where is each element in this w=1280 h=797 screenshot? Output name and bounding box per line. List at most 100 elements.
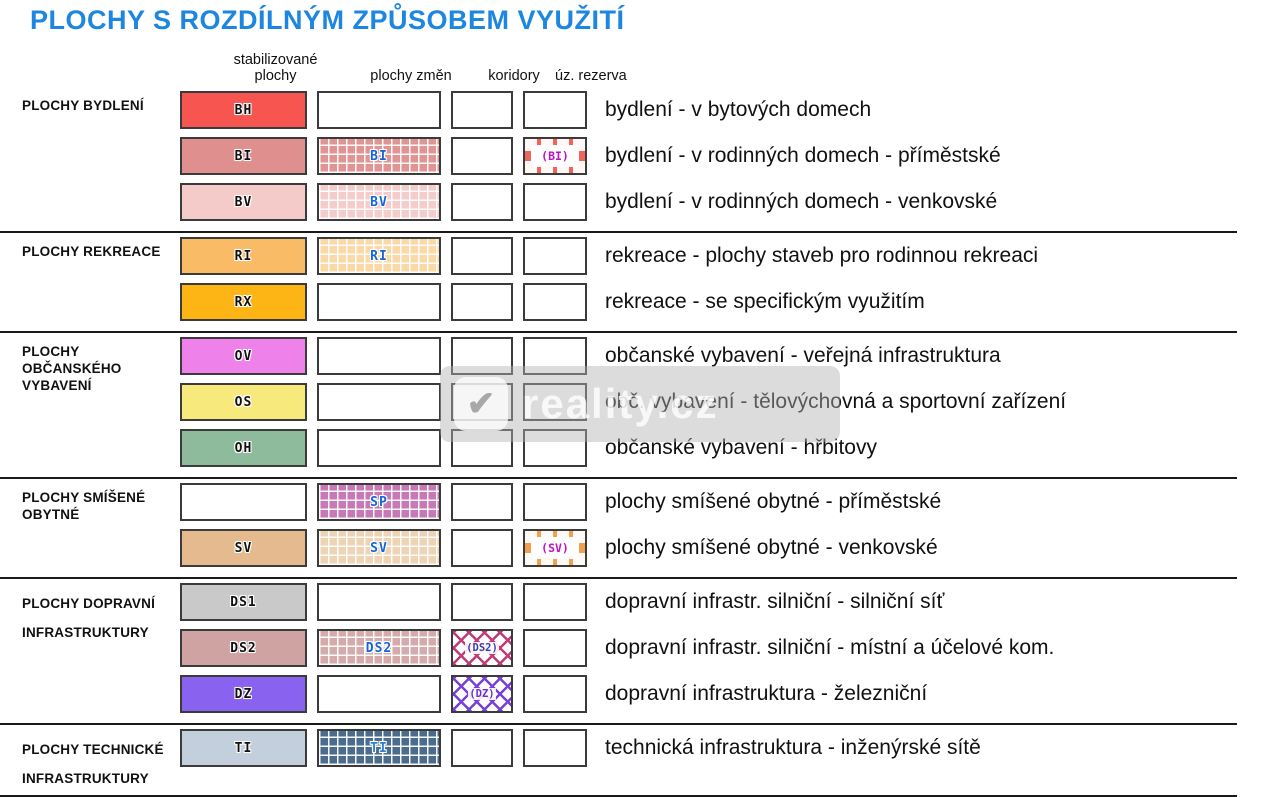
swatch-code-label: DZ <box>234 686 253 702</box>
swatch-code-label: BV <box>234 194 253 210</box>
row-description: dopravní infrastr. silniční - silniční s… <box>605 590 945 613</box>
swatch-reserve <box>523 675 587 713</box>
legend-row-bi: BI BI (BI) bydlení - v rodinných domech … <box>180 137 1237 175</box>
swatch-change <box>317 283 441 321</box>
swatch-reserve <box>523 91 587 129</box>
legend-row-bv: BV BV bydlení - v rodinných domech - ven… <box>180 183 1237 221</box>
swatch-code-label: BI <box>370 148 388 164</box>
swatch-stabilized: DS1 <box>180 583 307 621</box>
column-header-reserve: úz. rezerva <box>555 68 627 84</box>
swatch-stabilized: OV <box>180 337 307 375</box>
swatch-change <box>317 675 441 713</box>
legend-table: PLOCHY BYDLENÍ BH bydlení - v bytových d… <box>0 87 1237 797</box>
row-description: rekreace - plochy staveb pro rodinnou re… <box>605 244 1039 267</box>
legend-row-ti: TI TI technická infrastruktura - inženýr… <box>180 729 1237 767</box>
row-description: plochy smíšené obytné - příměstské <box>605 490 942 513</box>
swatch-reserve: (SV) <box>523 529 587 567</box>
swatch-change <box>317 337 441 375</box>
swatch-code-label: BV <box>370 194 388 210</box>
row-description: bydlení - v bytových domech <box>605 98 872 121</box>
swatch-change: DS2 <box>317 629 441 667</box>
swatch-stabilized: SV <box>180 529 307 567</box>
row-description: bydlení - v rodinných domech - venkovské <box>605 190 998 213</box>
swatch-corridor <box>451 337 513 375</box>
swatch-code-label: OS <box>234 394 253 410</box>
group-label: PLOCHY SMÍŠENÉ OBYTNÉ <box>22 490 146 522</box>
swatch-corridor <box>451 383 513 421</box>
swatch-reserve <box>523 183 587 221</box>
swatch-corridor <box>451 729 513 767</box>
swatch-code-label: DS2 <box>230 640 257 656</box>
legend-row-rx: RX rekreace - se specifickým využitím <box>180 283 1237 321</box>
swatch-corridor <box>451 529 513 567</box>
swatch-stabilized: DS2 <box>180 629 307 667</box>
swatch-code-label: SP <box>370 494 388 510</box>
group-smisene-obytne: PLOCHY SMÍŠENÉ OBYTNÉ SP plochy smíšené o… <box>0 477 1237 577</box>
swatch-reserve <box>523 237 587 275</box>
group-label: PLOCHY BYDLENÍ <box>22 98 144 113</box>
swatch-reserve <box>523 283 587 321</box>
swatch-change <box>317 429 441 467</box>
row-description: obč. vybavení - tělovýchovná a sportovní… <box>605 390 1067 413</box>
page-title: PLOCHY S ROZDÍLNÝM ZPŮSOBEM VYUŽITÍ <box>30 5 625 35</box>
swatch-reserve <box>523 337 587 375</box>
swatch-code-label: OH <box>234 440 253 456</box>
group-obcanske-vybaveni: PLOCHY OBČANSKÉHO VYBAVENÍ OV občanské vy… <box>0 331 1237 477</box>
group-bydleni: PLOCHY BYDLENÍ BH bydlení - v bytových d… <box>0 87 1237 231</box>
row-description: technická infrastruktura - inženýrské sí… <box>605 736 981 759</box>
swatch-code-label: TI <box>234 740 253 756</box>
group-label: PLOCHY REKREACE <box>22 244 161 259</box>
swatch-corridor <box>451 137 513 175</box>
swatch-reserve <box>523 629 587 667</box>
row-description: bydlení - v rodinných domech - příměstsk… <box>605 144 1001 167</box>
group-rekreace: PLOCHY REKREACE RI RI rekreace - plochy … <box>0 231 1237 331</box>
legend-row-sv: SV SV (SV) plochy smíšené obytné - venko… <box>180 529 1237 567</box>
swatch-change: BI <box>317 137 441 175</box>
swatch-change: SP <box>317 483 441 521</box>
legend-row-dz: DZ (DZ) dopravní infrastruktura - železn… <box>180 675 1237 713</box>
swatch-corridor: (DZ) <box>451 675 513 713</box>
swatch-change: SV <box>317 529 441 567</box>
swatch-stabilized: BV <box>180 183 307 221</box>
swatch-reserve <box>523 429 587 467</box>
swatch-code-label: RI <box>370 248 388 264</box>
swatch-stabilized <box>180 483 307 521</box>
column-header-stabilized: stabilizované plochy <box>233 52 318 84</box>
row-description: občanské vybavení - veřejná infrastruktu… <box>605 344 1001 367</box>
group-technicke-infrastruktury: PLOCHY TECHNICKÉ INFRASTRUKTURY TI TI tec… <box>0 723 1237 795</box>
legend-row-ri: RI RI rekreace - plochy staveb pro rodin… <box>180 237 1237 275</box>
column-headers: stabilizované plochy plochy změn koridor… <box>0 44 1280 84</box>
swatch-reserve <box>523 583 587 621</box>
group-dopravni-infrastruktury: PLOCHY DOPRAVNÍ INFRASTRUKTURY DS1 doprav… <box>0 577 1237 723</box>
swatch-code-label: BH <box>234 102 253 118</box>
swatch-change: TI <box>317 729 441 767</box>
legend-row-ds2: DS2 DS2 (DS2) dopravní infrastr. silničn… <box>180 629 1237 667</box>
group-label: PLOCHY TECHNICKÉ INFRASTRUKTURY <box>22 742 164 786</box>
row-description: dopravní infrastr. silniční - místní a ú… <box>605 636 1055 659</box>
swatch-corridor <box>451 583 513 621</box>
swatch-stabilized: BI <box>180 137 307 175</box>
swatch-code-label: TI <box>370 740 388 756</box>
swatch-stabilized: OH <box>180 429 307 467</box>
swatch-stabilized: RX <box>180 283 307 321</box>
swatch-reserve <box>523 383 587 421</box>
swatch-code-label: DS2 <box>365 640 393 656</box>
swatch-code-label: (BI) <box>541 149 569 163</box>
swatch-corridor <box>451 429 513 467</box>
legend-row-oh: OH občanské vybavení - hřbitovy <box>180 429 1237 467</box>
swatch-corridor <box>451 91 513 129</box>
legend-row-sp: SP plochy smíšené obytné - příměstské <box>180 483 1237 521</box>
swatch-reserve <box>523 729 587 767</box>
group-label: PLOCHY OBČANSKÉHO VYBAVENÍ <box>22 344 122 393</box>
legend-row-ov: OV občanské vybavení - veřejná infrastru… <box>180 337 1237 375</box>
swatch-reserve <box>523 483 587 521</box>
swatch-stabilized: BH <box>180 91 307 129</box>
swatch-stabilized: TI <box>180 729 307 767</box>
legend-row-ds1: DS1 dopravní infrastr. silniční - silnič… <box>180 583 1237 621</box>
swatch-code-label: (DS2) <box>465 642 499 654</box>
group-label: PLOCHY DOPRAVNÍ INFRASTRUKTURY <box>22 596 156 640</box>
swatch-change: RI <box>317 237 441 275</box>
column-header-corridors: koridory <box>488 68 540 84</box>
swatch-code-label: (DZ) <box>468 688 496 700</box>
row-description: občanské vybavení - hřbitovy <box>605 436 877 459</box>
